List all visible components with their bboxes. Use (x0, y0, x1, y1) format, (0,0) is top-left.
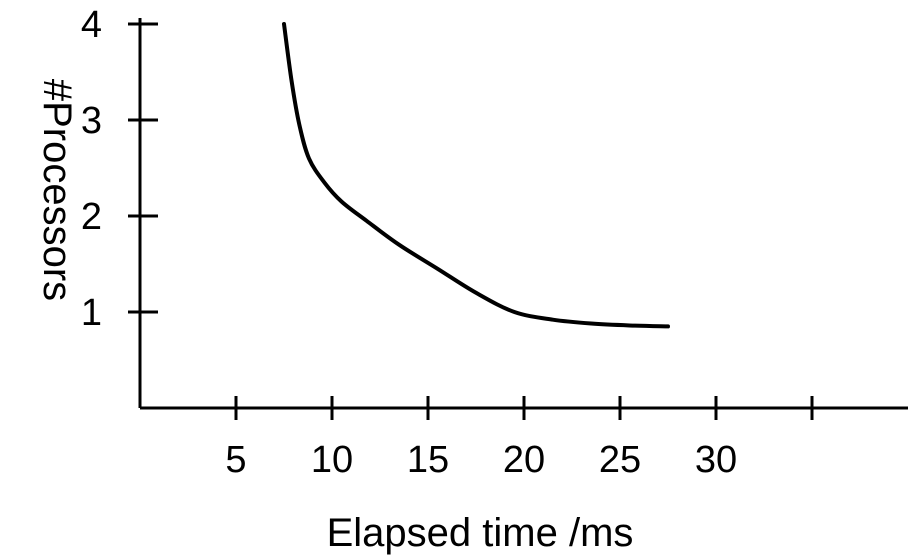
y-axis-label: #Processors (35, 79, 79, 301)
x-tick-label: 30 (695, 439, 737, 481)
x-axis-label: Elapsed time /ms (327, 511, 634, 555)
series-group (282, 22, 670, 329)
x-tick-label: 20 (503, 439, 545, 481)
x-tick-label: 5 (225, 439, 246, 481)
y-axis-ticks: 1 2 3 4 (81, 4, 158, 334)
y-tick-label: 3 (81, 100, 102, 142)
y-tick-label: 4 (81, 4, 102, 46)
x-tick-label: 15 (407, 439, 449, 481)
axes (138, 18, 908, 410)
x-tick-label: 10 (311, 439, 353, 481)
x-axis-ticks: 5 10 15 20 25 30 (225, 396, 814, 481)
series-line (282, 22, 670, 329)
x-tick-label: 25 (599, 439, 641, 481)
y-tick-label: 2 (81, 196, 102, 238)
y-tick-label: 1 (81, 292, 102, 334)
